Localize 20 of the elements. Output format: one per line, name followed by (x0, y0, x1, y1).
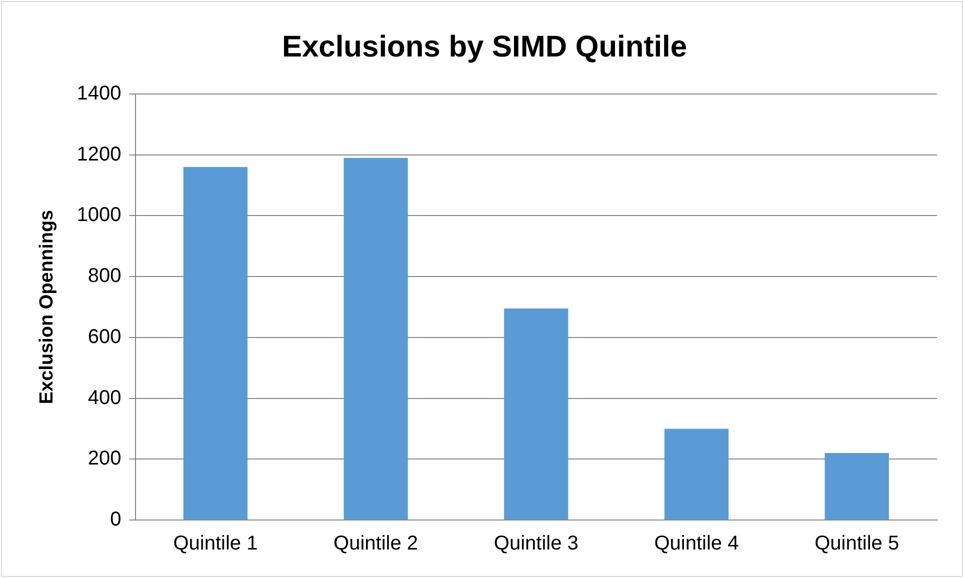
y-tick-label: 0 (110, 508, 122, 531)
x-tick-label: Quintile 2 (334, 532, 418, 555)
y-tick-label: 1000 (76, 204, 122, 226)
bar (183, 167, 248, 520)
bar (504, 308, 568, 520)
y-tick-label: 1200 (76, 143, 122, 166)
y-tick-label: 600 (88, 326, 122, 348)
x-tick-label: Quintile 1 (173, 532, 258, 555)
chart-title: Exclusions by SIMD Quintile (282, 30, 688, 64)
x-tick-label: Quintile 4 (654, 532, 739, 555)
y-tick-label: 800 (88, 265, 122, 288)
x-tick-label: Quintile 3 (494, 532, 578, 555)
bar (664, 428, 729, 520)
x-tick-label: Quintile 5 (814, 532, 900, 555)
y-axis-title: Exclusion Opennings (36, 210, 58, 404)
y-tick-label: 400 (88, 386, 122, 409)
bar (824, 453, 889, 520)
y-tick-label: 200 (88, 448, 122, 470)
bar (344, 158, 408, 520)
y-tick-label: 1400 (76, 82, 122, 105)
